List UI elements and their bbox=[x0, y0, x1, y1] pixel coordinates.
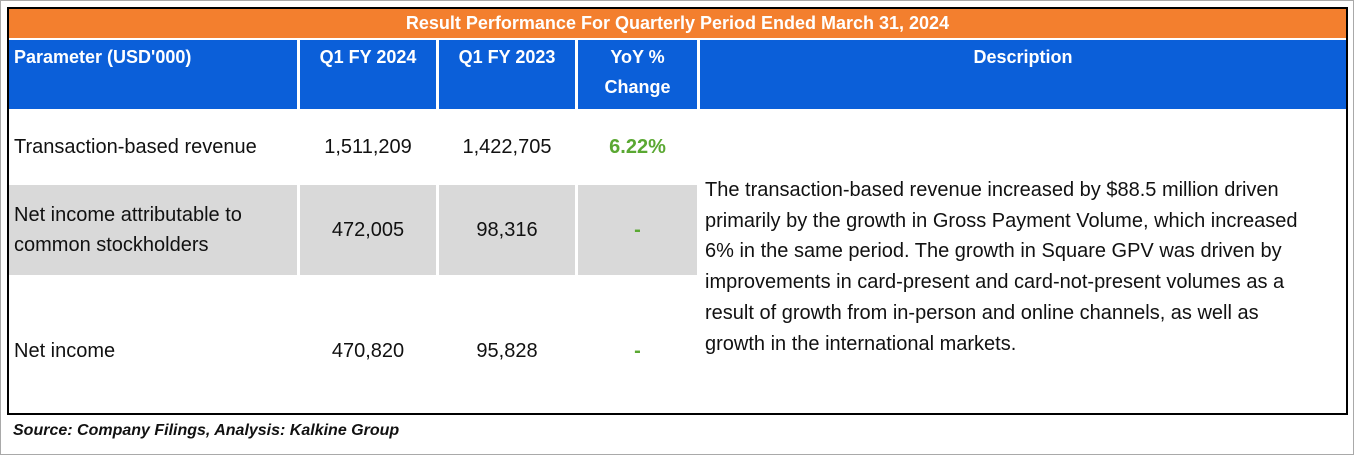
description-line-4: improvements in card-present and card-no… bbox=[705, 271, 1285, 294]
description-line-6: growth in the international markets. bbox=[705, 332, 1017, 355]
header-q1-fy2024: Q1 FY 2024 bbox=[300, 40, 436, 109]
description-line-2: primarily by the growth in Gross Payment… bbox=[705, 209, 1298, 232]
description-line-5: result of growth from in-person and onli… bbox=[705, 301, 1259, 324]
header-yoy-line2: Change bbox=[604, 77, 671, 97]
row-1-q1-fy2023: 1,422,705 bbox=[462, 136, 552, 158]
row-2-yoy-change: - bbox=[578, 185, 697, 275]
row-3-q1-fy2024: 470,820 bbox=[331, 340, 405, 362]
header-q1-fy2023: Q1 FY 2023 bbox=[439, 40, 575, 109]
description-text: The transaction-based revenue increased … bbox=[705, 175, 1345, 359]
row-2-parameter-line1: Net income attributable to bbox=[14, 204, 242, 226]
row-3-yoy-change: - bbox=[634, 340, 641, 362]
description-line-3: 6% in the same period. The growth in Squ… bbox=[705, 240, 1282, 263]
row-1-q1-fy2024: 1,511,209 bbox=[324, 136, 412, 158]
row-2-parameter: Net income attributable to common stockh… bbox=[9, 185, 297, 275]
results-table: Result Performance For Quarterly Period … bbox=[7, 7, 1348, 415]
row-3-parameter: Net income bbox=[14, 340, 116, 362]
source-note: Source: Company Filings, Analysis: Kalki… bbox=[13, 422, 400, 439]
row-2-q1-fy2023: 98,316 bbox=[439, 185, 575, 275]
description-line-1: The transaction-based revenue increased … bbox=[705, 179, 1279, 201]
row-2-q1-fy2024: 472,005 bbox=[300, 185, 436, 275]
header-parameter: Parameter (USD'000) bbox=[9, 40, 297, 109]
row-1-parameter: Transaction-based revenue bbox=[14, 136, 257, 158]
table-title: Result Performance For Quarterly Period … bbox=[9, 9, 1346, 38]
header-yoy-line1: YoY % bbox=[610, 47, 665, 67]
row-3-q1-fy2023: 95,828 bbox=[476, 340, 538, 362]
header-description: Description bbox=[700, 40, 1346, 109]
row-2-parameter-line2: common stockholders bbox=[14, 234, 209, 256]
row-1-yoy-change: 6.22% bbox=[609, 136, 666, 158]
header-yoy-change: YoY % Change bbox=[578, 40, 697, 109]
